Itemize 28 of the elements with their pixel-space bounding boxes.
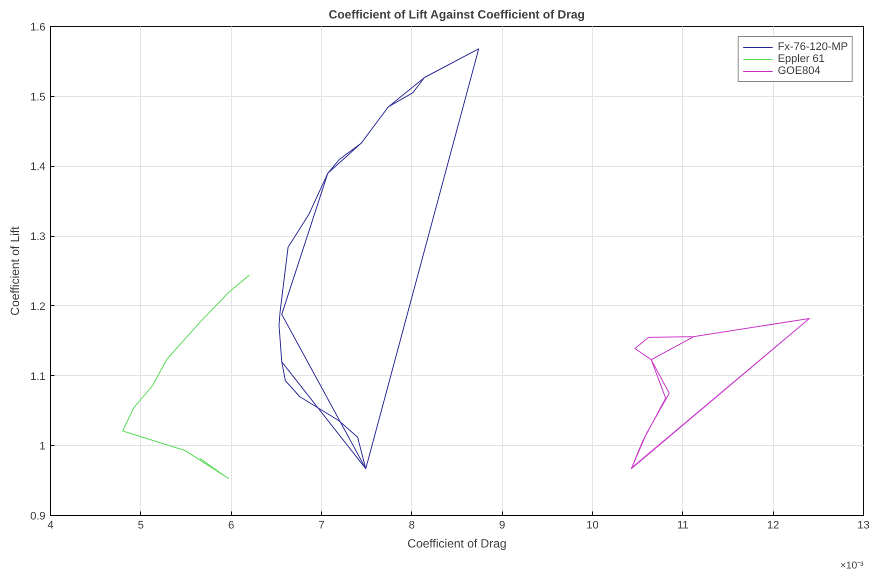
y-tick-label: 1.1 [30,370,46,383]
x-tick-label: 12 [767,520,780,532]
legend-label: Fx-76-120-MP [778,41,848,53]
text: ×10⁻³ [840,560,864,572]
legend-label: Eppler 61 [778,53,825,65]
line-series [278,48,480,470]
x-tick-label: 9 [499,520,506,532]
legend-label: GOE804 [778,65,821,77]
y-tick-label: 1.4 [30,161,46,174]
x-tick-label: 4 [47,520,54,532]
y-tick-label: 0.9 [30,510,46,522]
x-tick-label: 6 [228,520,234,532]
x-tick-label: 5 [138,520,144,532]
y-tick-label: 1.2 [30,300,46,313]
y-tick-label: 1.6 [30,22,46,34]
line-series [630,318,810,470]
chart-title: Coefficient of Lift Against Coefficient of Drag [328,8,585,22]
x-tick-label: 11 [677,520,689,532]
x-tick-label: 13 [857,520,870,532]
line-series [122,274,250,479]
y-axis-title: Coefficient of Lift [8,226,22,316]
x-tick-label: 7 [318,520,325,532]
y-tick-label: 1.5 [30,91,46,104]
x-tick-label: 10 [586,520,599,532]
y-tick-label: 1.3 [30,231,46,244]
x-axis-title: Coefficient of Drag [407,536,507,550]
y-tick-label: 1 [39,440,46,453]
x-tick-label: 8 [408,520,415,532]
